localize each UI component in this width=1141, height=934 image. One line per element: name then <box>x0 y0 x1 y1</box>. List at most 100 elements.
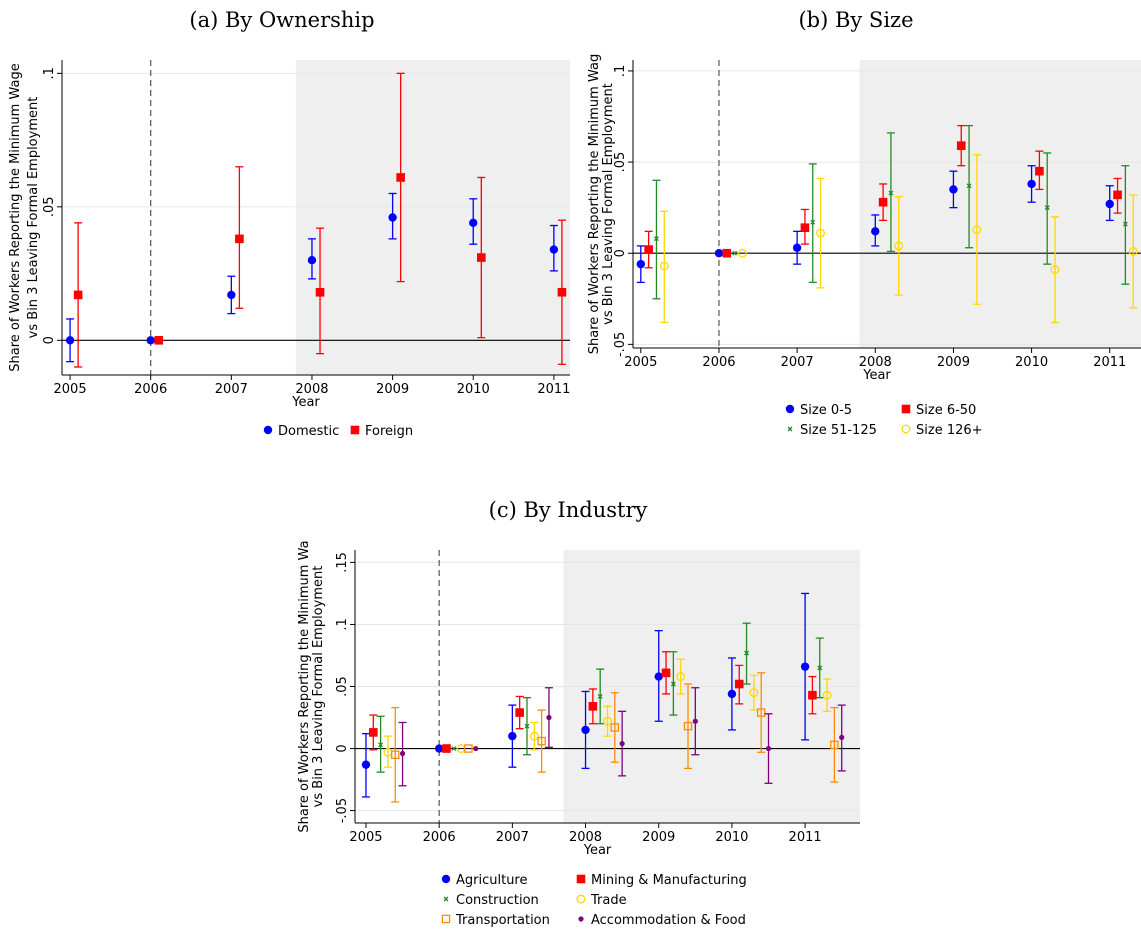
panel-b-y-axis-label-line-0: Share of Workers Reporting the Minimum W… <box>587 54 602 354</box>
panel-a-title: (a) By Ownership <box>189 8 374 32</box>
panel-b-series-0-point-2 <box>792 243 802 252</box>
panel-b-legend-marker-1 <box>901 404 911 414</box>
panel-c-series-5-point-4 <box>692 718 698 724</box>
panel-a-y-tick-label-0: 0 <box>42 336 57 344</box>
panel-c-legend-label-3: Trade <box>590 893 627 908</box>
panel-b-x-tick-label-4: 2009 <box>937 355 970 370</box>
panel-a-series-0-point-3 <box>307 256 317 265</box>
panel-c-series-5-point-6 <box>839 734 845 740</box>
panel-a-series-0-point-6 <box>549 245 559 254</box>
panel-c-series-4-point-2 <box>537 736 546 746</box>
panel-c-legend-label-5: Accommodation & Food <box>591 913 746 928</box>
panel-b-x-axis-label: Year <box>862 368 891 383</box>
panel-b-y-tick-label-1: 0 <box>613 249 628 257</box>
panel-c-series-2-point-4 <box>670 681 676 687</box>
panel-a-legend-label-1: Foreign <box>365 424 413 439</box>
panel-c-series-5-point-2 <box>546 714 552 721</box>
panel-c-series-5-point-3 <box>619 740 625 747</box>
panel-a-y-axis-label-line-1: vs Bin 3 Leaving Formal Employment <box>26 97 41 339</box>
panel-c-series-3-point-2 <box>529 731 539 741</box>
panel-b-series-1-point-4 <box>956 141 966 150</box>
panel-b-series-2-point-3 <box>888 190 894 196</box>
panel-a-series-1-point-5 <box>477 253 486 262</box>
panel-b-legend-label-2: Size 51-125 <box>800 423 877 438</box>
panel-c-legend-marker-2 <box>443 896 449 902</box>
panel-c-series-1-point-4 <box>661 668 671 678</box>
panel-c-series-2-point-3 <box>597 693 603 699</box>
panel-c-legend-label-0: Agriculture <box>456 873 528 888</box>
panel-c-y-axis-label-line-0: Share of Workers Reporting the Minimum W… <box>297 540 312 832</box>
panel-c-series-5-point-5 <box>765 745 772 752</box>
panel-b-legend-label-3: Size 126+ <box>916 423 983 438</box>
panel-c-series-1-point-3 <box>588 702 598 711</box>
panel-a-x-tick-label-4: 2009 <box>376 382 409 397</box>
panel-c-series-0-point-6 <box>800 662 810 671</box>
panel-c-legend-marker-1 <box>576 874 586 884</box>
panel-c-y-tick-label-1: 0 <box>335 744 350 752</box>
panel-c-y-tick-label-0: -.05 <box>335 798 350 823</box>
panel-b-series-3-point-6 <box>1128 246 1138 256</box>
panel-c-series-0-point-3 <box>581 725 590 735</box>
panel-b-legend-marker-0 <box>785 404 795 414</box>
panel-c-series-0-point-2 <box>508 731 517 741</box>
panel-a-shaded-region <box>295 60 570 375</box>
panel-c-series-2-point-2 <box>524 723 530 729</box>
panel-a-series-1-point-3 <box>315 287 325 297</box>
panel-b-y-axis-label-line-1: vs Bin 3 Leaving Formal Employment <box>601 83 616 325</box>
panel-c-y-axis-label-line-1: vs Bin 3 Leaving Formal Employment <box>311 566 326 808</box>
panel-c-legend-label-2: Construction <box>456 893 539 908</box>
panel-b-series-2-point-1 <box>732 250 738 256</box>
panel-b-series-0-point-0 <box>636 259 646 269</box>
panel-a-x-axis-label: Year <box>291 395 320 410</box>
panel-b-series-2-point-4 <box>966 183 972 189</box>
panel-b-x-tick-label-6: 2011 <box>1093 355 1126 370</box>
panel-b-x-tick-label-1: 2006 <box>702 355 735 370</box>
panel-b-series-1-point-1 <box>722 248 732 258</box>
panel-b-series-3-point-2 <box>816 228 826 238</box>
panel-c-series-1-point-1 <box>442 744 451 753</box>
panel-c-series-4-point-5 <box>756 708 766 717</box>
panel-b-series-0-point-6 <box>1105 199 1114 209</box>
panel-b-series-2-point-6 <box>1122 221 1128 227</box>
panel-b-x-tick-label-3: 2008 <box>859 355 892 370</box>
panel-c-series-2-point-5 <box>744 650 750 656</box>
panel-a-legend-label-0: Domestic <box>278 424 339 439</box>
panel-b-legend-label-1: Size 6-50 <box>916 403 976 418</box>
panel-c-series-5-point-0 <box>399 750 406 757</box>
panel-a-x-tick-label-6: 2011 <box>537 382 570 397</box>
panel-c-legend-marker-0 <box>441 874 451 884</box>
panel-a-x-tick-label-2: 2007 <box>215 382 248 397</box>
panel-b-series-0-point-3 <box>871 227 880 236</box>
panel-c-legend-label-4: Transportation <box>455 913 550 928</box>
panel-a-series-1-point-2 <box>235 234 244 244</box>
panel-a-x-tick-label-0: 2005 <box>54 382 87 397</box>
panel-b-series-2-point-0 <box>653 236 659 242</box>
panel-b-series-0-point-1 <box>714 249 724 258</box>
panel-c-series-2-point-1 <box>451 746 457 752</box>
panel-c-series-0-point-5 <box>727 689 737 699</box>
panel-b-y-tick-label-0: -.05 <box>613 332 628 357</box>
panel-a-series-1-point-1 <box>154 335 164 345</box>
panel-b-shaded-region <box>859 60 1141 348</box>
panel-b-series-3-point-5 <box>1050 265 1060 275</box>
panel-c-series-2-point-6 <box>817 665 823 671</box>
panel-c-x-tick-label-3: 2008 <box>569 830 602 845</box>
panel-b-series-2-point-5 <box>1044 205 1050 211</box>
panel-a-legend-marker-1 <box>350 425 360 435</box>
panel-b-title: (b) By Size <box>798 8 913 32</box>
panel-c-x-tick-label-2: 2007 <box>496 830 529 845</box>
panel-c-series-1-point-5 <box>734 679 744 689</box>
panel-a-series-1-point-6 <box>557 287 567 297</box>
panel-b-legend-marker-2 <box>787 426 793 432</box>
panel-c-series-3-point-6 <box>822 690 832 700</box>
panel-c-legend-marker-4 <box>441 914 451 924</box>
panel-c-series-1-point-0 <box>368 728 378 737</box>
panel-b-series-1-point-3 <box>878 197 888 207</box>
panel-c-series-3-point-4 <box>676 672 686 682</box>
panel-b-series-0-point-4 <box>949 185 958 194</box>
panel-c-x-tick-label-0: 2005 <box>349 830 382 845</box>
panel-c: -.05 0 .05 .1 .15 2005 2006 2007 2008 2009 2010 201… <box>297 540 860 928</box>
panel-c-series-1-point-2 <box>515 708 524 717</box>
panel-a-y-tick-label-1: .05 <box>42 196 57 217</box>
panel-a-x-tick-label-1: 2006 <box>134 382 167 397</box>
